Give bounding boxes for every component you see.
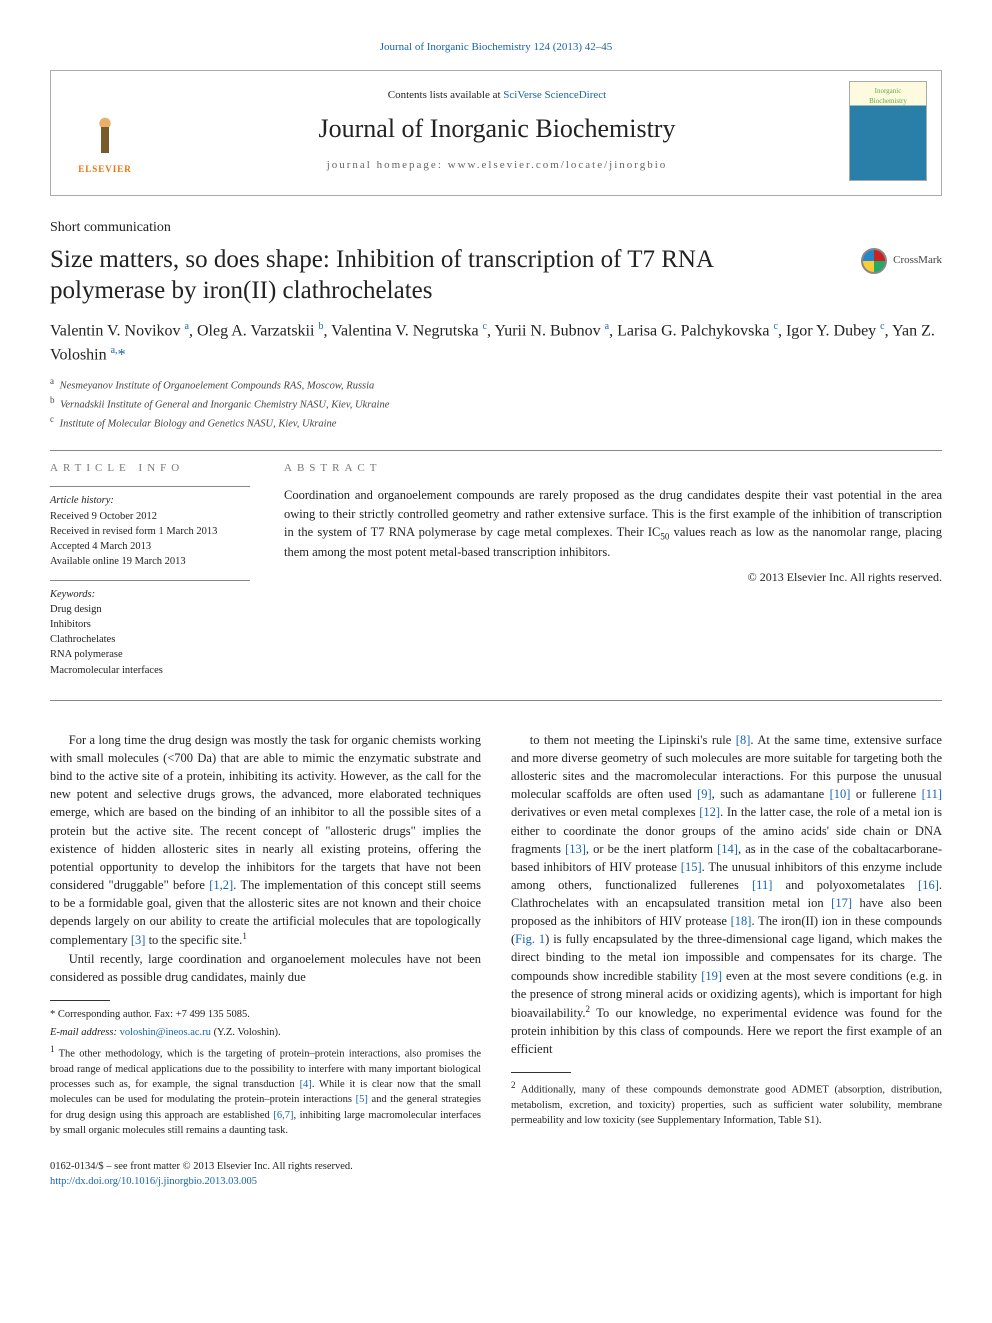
body-p1: For a long time the drug design was most… (50, 731, 481, 950)
running-header-link[interactable]: Journal of Inorganic Biochemistry 124 (2… (380, 41, 613, 53)
divider (50, 700, 942, 701)
t: Until recently, large coordination and o… (50, 952, 481, 984)
ref-link[interactable]: [17] (831, 896, 852, 910)
ref-link[interactable]: [12] (699, 805, 720, 819)
article-title: Size matters, so does shape: Inhibition … (50, 244, 942, 307)
ref-link[interactable]: [13] (565, 842, 586, 856)
elsevier-logo: ELSEVIER (65, 86, 145, 176)
keyword: Drug design (50, 602, 250, 617)
body-text: For a long time the drug design was most… (50, 731, 942, 1141)
footnotes-left: * Corresponding author. Fax: +7 499 135 … (50, 1007, 481, 1138)
history-line: Accepted 4 March 2013 (50, 539, 250, 554)
t: to the specific site. (145, 933, 242, 947)
abstract-copyright: © 2013 Elsevier Inc. All rights reserved… (284, 569, 942, 586)
ref-link[interactable]: [3] (131, 933, 146, 947)
ref-link[interactable]: [15] (681, 860, 702, 874)
journal-header: ELSEVIER Contents lists available at Sci… (50, 70, 942, 196)
footnote-mark[interactable]: 1 (242, 931, 247, 941)
cover-line1: Inorganic (850, 86, 926, 96)
ref-link[interactable]: [14] (717, 842, 738, 856)
divider (50, 450, 942, 451)
ref-link[interactable]: [9] (697, 787, 712, 801)
email-link[interactable]: voloshin@ineos.ac.ru (120, 1027, 211, 1038)
crossmark-label: CrossMark (893, 254, 942, 268)
footnote-1: 1 The other methodology, which is the ta… (50, 1043, 481, 1138)
keyword: Inhibitors (50, 617, 250, 632)
fig-link[interactable]: Fig. 1 (515, 932, 545, 946)
t: , such as adamantane (712, 787, 830, 801)
affiliation-list: a Nesmeyanov Institute of Organoelement … (50, 375, 942, 431)
history-line: Received 9 October 2012 (50, 509, 250, 524)
sciencedirect-link[interactable]: SciVerse ScienceDirect (503, 89, 606, 101)
keyword: Clathrochelates (50, 632, 250, 647)
ref-link[interactable]: [1,2] (209, 878, 233, 892)
t: (Y.Z. Voloshin). (211, 1027, 281, 1038)
footnote-2: 2 Additionally, many of these compounds … (511, 1079, 942, 1128)
affiliation: c Institute of Molecular Biology and Gen… (50, 413, 942, 432)
elsevier-tree-icon (77, 101, 133, 157)
contents-pre: Contents lists available at (388, 89, 503, 101)
t: and polyoxometalates (772, 878, 918, 892)
t: Additionally, many of these compounds de… (511, 1085, 942, 1126)
page-footer: 0162-0134/$ – see front matter © 2013 El… (50, 1159, 942, 1189)
email-line: E-mail address: voloshin@ineos.ac.ru (Y.… (50, 1025, 481, 1040)
info-heading: ARTICLE INFO (50, 461, 250, 477)
ref-link[interactable]: [10] (830, 787, 851, 801)
ref-link[interactable]: [8] (736, 733, 751, 747)
running-header: Journal of Inorganic Biochemistry 124 (2… (50, 40, 942, 56)
history-label: Article history: (50, 493, 250, 508)
corresponding-author: * Corresponding author. Fax: +7 499 135 … (50, 1007, 481, 1022)
issn-line: 0162-0134/$ – see front matter © 2013 El… (50, 1159, 942, 1174)
article-type: Short communication (50, 218, 942, 238)
footnote-rule (50, 1000, 110, 1001)
ref-link[interactable]: [16] (918, 878, 939, 892)
abstract: ABSTRACT Coordination and organoelement … (284, 461, 942, 688)
ref-link[interactable]: [11] (752, 878, 772, 892)
keyword: RNA polymerase (50, 647, 250, 662)
ref-link[interactable]: [4] (300, 1079, 312, 1090)
t: , or be the inert platform (586, 842, 717, 856)
cover-line2: Biochemistry (850, 96, 926, 106)
history-line: Received in revised form 1 March 2013 (50, 524, 250, 539)
email-label: E-mail address: (50, 1027, 120, 1038)
journal-name: Journal of Inorganic Biochemistry (163, 110, 831, 148)
body-p2: Until recently, large coordination and o… (50, 950, 481, 986)
crossmark-badge[interactable]: CrossMark (861, 248, 942, 274)
ref-link[interactable]: [5] (356, 1094, 368, 1105)
crossmark-icon (861, 248, 887, 274)
ref-link[interactable]: [11] (922, 787, 942, 801)
keyword: Macromolecular interfaces (50, 663, 250, 678)
elsevier-text: ELSEVIER (78, 163, 132, 176)
abstract-heading: ABSTRACT (284, 461, 942, 477)
affiliation: b Vernadskii Institute of General and In… (50, 394, 942, 413)
author-list: Valentin V. Novikov a, Oleg A. Varzatski… (50, 319, 942, 368)
t: or fullerene (850, 787, 921, 801)
t: to them not meeting the Lipinski's rule (530, 733, 736, 747)
journal-cover-thumb: Inorganic Biochemistry (849, 81, 927, 181)
t: For a long time the drug design was most… (50, 733, 481, 892)
abstract-text: Coordination and organoelement compounds… (284, 486, 942, 561)
contents-line: Contents lists available at SciVerse Sci… (163, 88, 831, 104)
t: derivatives or even metal complexes (511, 805, 699, 819)
footnotes-right: 2 Additionally, many of these compounds … (511, 1079, 942, 1128)
ref-link[interactable]: [18] (731, 914, 752, 928)
journal-homepage: journal homepage: www.elsevier.com/locat… (163, 158, 831, 174)
doi-link[interactable]: http://dx.doi.org/10.1016/j.jinorgbio.20… (50, 1176, 257, 1187)
article-info: ARTICLE INFO Article history: Received 9… (50, 461, 250, 688)
article-history: Article history: Received 9 October 2012… (50, 486, 250, 569)
ref-link[interactable]: [6,7] (273, 1110, 293, 1121)
title-text: Size matters, so does shape: Inhibition … (50, 246, 713, 304)
affiliation: a Nesmeyanov Institute of Organoelement … (50, 375, 942, 394)
history-line: Available online 19 March 2013 (50, 554, 250, 569)
keywords-label: Keywords: (50, 587, 250, 602)
ref-link[interactable]: [19] (701, 969, 722, 983)
keywords-block: Keywords: Drug designInhibitorsClathroch… (50, 580, 250, 678)
body-p3: to them not meeting the Lipinski's rule … (511, 731, 942, 1058)
footnote-rule (511, 1072, 571, 1073)
